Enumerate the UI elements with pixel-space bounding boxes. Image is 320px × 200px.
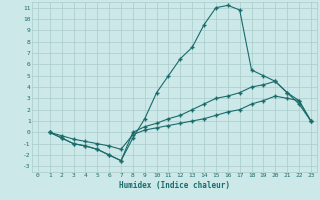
X-axis label: Humidex (Indice chaleur): Humidex (Indice chaleur)	[119, 181, 230, 190]
